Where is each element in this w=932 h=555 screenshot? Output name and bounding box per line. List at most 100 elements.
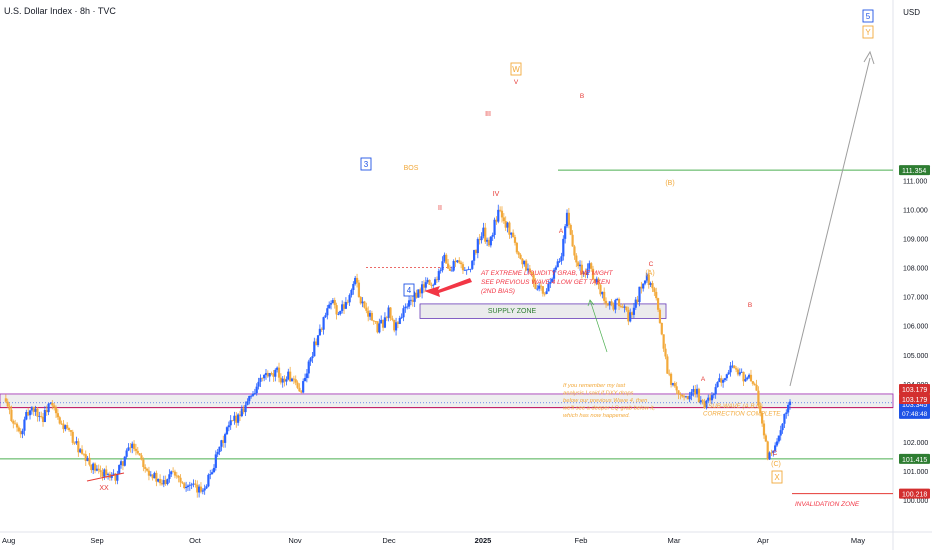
liquidity-note-line: SEE PREVIOUS WAVE 4 LOW GET TAKEN (481, 279, 610, 286)
candle (424, 282, 427, 288)
candle (339, 310, 342, 314)
price-tick-label: 100.000 (903, 498, 928, 505)
remember-note-line: we'll see a deeper LQ grab below it, (563, 406, 655, 412)
candle (627, 310, 630, 322)
candle (361, 301, 364, 304)
candle (593, 279, 596, 283)
candle (619, 306, 623, 307)
candle (575, 255, 578, 263)
candle (251, 393, 255, 396)
candle (716, 382, 719, 388)
candle (93, 463, 97, 471)
candle (116, 473, 119, 481)
candle (433, 279, 437, 285)
currency-label: USD (903, 8, 920, 17)
candle (768, 452, 771, 460)
candle (203, 488, 206, 491)
price-badge (899, 165, 930, 176)
candle (764, 435, 767, 442)
candle (315, 341, 318, 346)
candle (541, 286, 544, 294)
candle (348, 295, 351, 303)
annotation-arrow (589, 299, 608, 353)
candle (525, 260, 528, 271)
candle (729, 365, 732, 373)
candle (766, 441, 769, 460)
candle (101, 472, 104, 477)
candle (79, 449, 82, 453)
candle (733, 365, 736, 369)
candle (186, 485, 190, 487)
candle (471, 260, 474, 269)
price-tick-label: 106.000 (903, 324, 928, 331)
candle (264, 372, 268, 375)
candle (393, 319, 396, 331)
candle (452, 260, 455, 271)
candle (610, 301, 613, 305)
candle (235, 415, 238, 423)
candle (363, 301, 366, 308)
candle (184, 486, 188, 489)
candle (138, 453, 141, 456)
candle (675, 386, 678, 391)
candle (658, 309, 662, 323)
candle (387, 307, 390, 318)
candle (601, 291, 604, 295)
candle (487, 239, 491, 246)
candle (32, 406, 35, 412)
candle (233, 415, 236, 421)
candle (218, 446, 221, 453)
remember-note-line: If you remember my last (563, 383, 626, 389)
price-badge (899, 384, 930, 394)
candle (168, 474, 171, 479)
candle (324, 315, 327, 318)
candle (526, 268, 530, 271)
candle (320, 328, 323, 330)
candle (14, 423, 17, 425)
wave-label-y-1-box (862, 25, 874, 39)
candle (469, 268, 472, 270)
candle (467, 269, 470, 270)
candle (272, 373, 275, 377)
candle (158, 479, 162, 484)
candle (783, 413, 786, 424)
candle (720, 378, 723, 383)
candle (106, 473, 110, 475)
candle (718, 378, 721, 383)
candle (577, 262, 580, 267)
price-badge (899, 453, 930, 464)
time-tick-label: 2025 (475, 536, 492, 545)
candle (378, 323, 381, 333)
candle (58, 417, 61, 424)
candle (543, 293, 546, 295)
candle (723, 378, 727, 381)
candle (114, 473, 117, 481)
candle (669, 373, 673, 385)
candle (214, 454, 217, 468)
candle (253, 393, 256, 394)
projection-line (789, 57, 871, 387)
candle (396, 322, 400, 324)
candle (595, 278, 598, 283)
annotation-arrowhead (587, 299, 595, 307)
candle (655, 291, 658, 299)
candle (220, 440, 223, 447)
candle (342, 304, 346, 309)
candle (430, 284, 433, 286)
candle (157, 479, 160, 482)
candle (283, 378, 286, 382)
candle (335, 305, 338, 315)
candle (565, 212, 569, 227)
candle (668, 373, 671, 375)
candle (380, 319, 383, 324)
candle (134, 448, 138, 451)
wave-label-3-17: 3 (364, 160, 369, 169)
candle (123, 456, 126, 466)
candle (82, 453, 86, 455)
candle (38, 415, 41, 417)
candle (439, 270, 442, 272)
candle (411, 299, 414, 302)
candle (337, 313, 340, 315)
